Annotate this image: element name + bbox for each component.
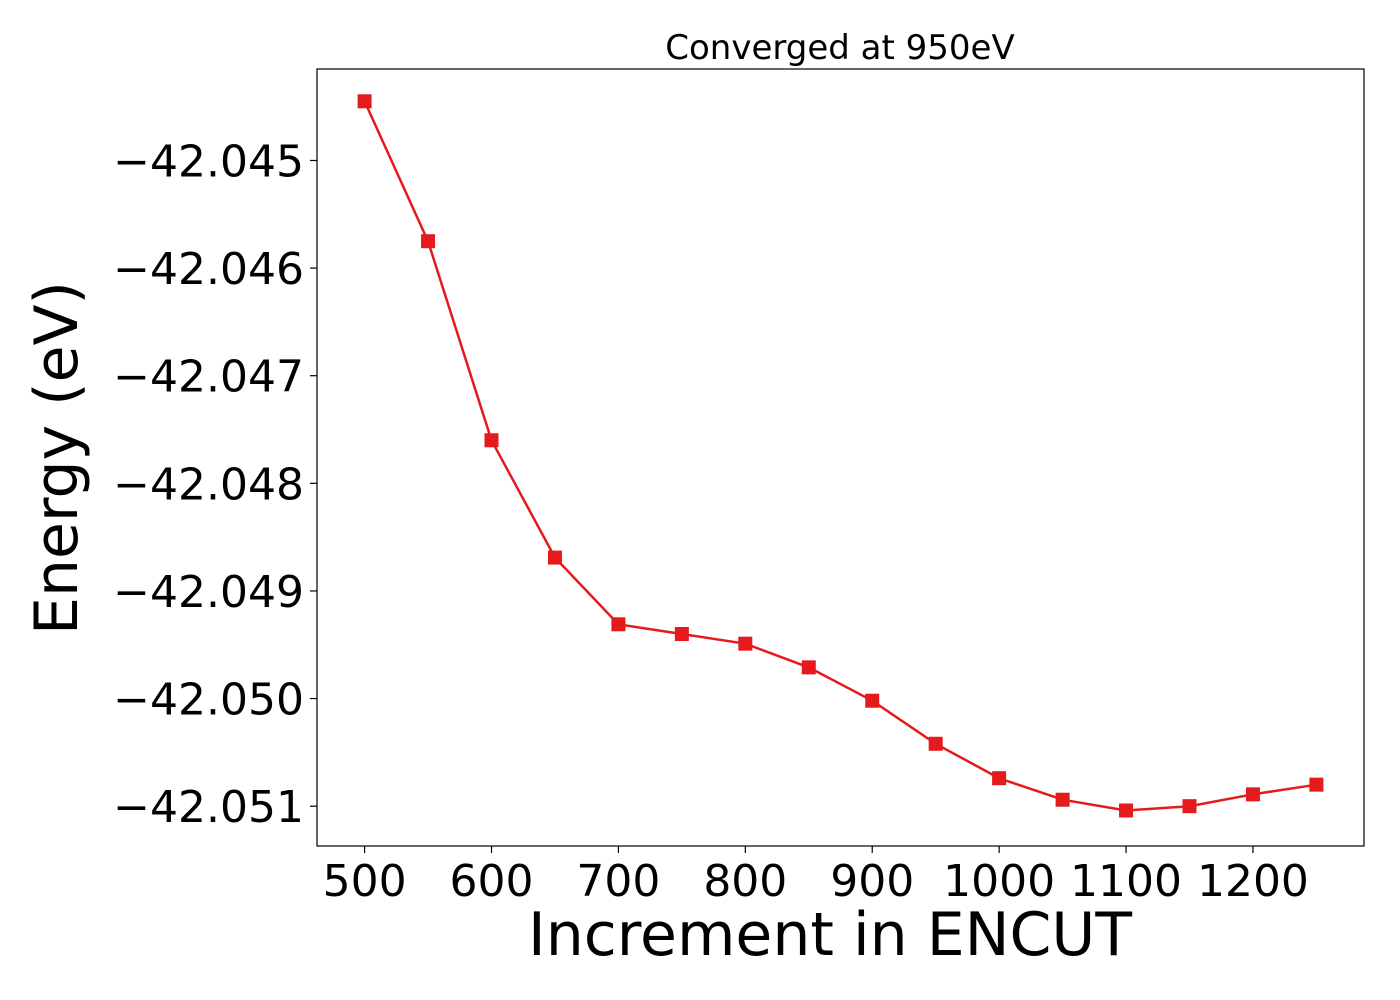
data-point-marker bbox=[611, 617, 626, 632]
data-point-marker bbox=[992, 771, 1007, 786]
y-tick-label: −42.048 bbox=[113, 459, 304, 510]
x-tick-label: 1100 bbox=[1070, 856, 1182, 907]
y-axis-label: Energy (eV) bbox=[22, 281, 92, 635]
data-point-marker bbox=[547, 550, 562, 565]
y-tick-label: −42.051 bbox=[113, 782, 304, 833]
data-point-marker bbox=[865, 693, 880, 708]
data-point-marker bbox=[1055, 792, 1070, 807]
data-point-marker bbox=[421, 234, 436, 249]
data-point-marker bbox=[484, 433, 499, 448]
y-tick-label: −42.045 bbox=[113, 136, 304, 187]
x-tick-label: 1000 bbox=[943, 856, 1055, 907]
x-axis: 500 600 700 800 900 1000 1100 1200 bbox=[323, 846, 1309, 907]
y-tick-label: −42.047 bbox=[113, 352, 304, 403]
x-axis-label: Increment in ENCUT bbox=[528, 900, 1132, 970]
y-axis: −42.045 −42.046 −42.047 −42.048 −42.049 −42.0… bbox=[113, 136, 317, 833]
data-point-marker bbox=[928, 736, 943, 751]
data-point-marker bbox=[1309, 777, 1324, 792]
data-point-marker bbox=[357, 94, 372, 109]
chart-title: Converged at 950eV bbox=[665, 28, 1014, 68]
data-point-marker bbox=[738, 636, 753, 651]
x-tick-label: 500 bbox=[323, 856, 407, 907]
plot-area-frame bbox=[316, 68, 1365, 847]
x-tick-label: 700 bbox=[576, 856, 660, 907]
data-point-marker bbox=[674, 626, 689, 641]
data-series bbox=[357, 94, 1324, 818]
x-tick-label: 1200 bbox=[1197, 856, 1309, 907]
series-line bbox=[363, 100, 1317, 812]
y-tick-label: −42.049 bbox=[113, 567, 304, 618]
y-tick-label: −42.046 bbox=[113, 244, 304, 295]
data-point-marker bbox=[1245, 787, 1260, 802]
x-tick-label: 900 bbox=[830, 856, 914, 907]
data-point-marker bbox=[1182, 799, 1197, 814]
x-tick-label: 600 bbox=[450, 856, 534, 907]
data-point-marker bbox=[801, 660, 816, 675]
x-tick-label: 800 bbox=[703, 856, 787, 907]
data-point-marker bbox=[1119, 803, 1134, 818]
y-tick-label: −42.050 bbox=[113, 675, 304, 726]
